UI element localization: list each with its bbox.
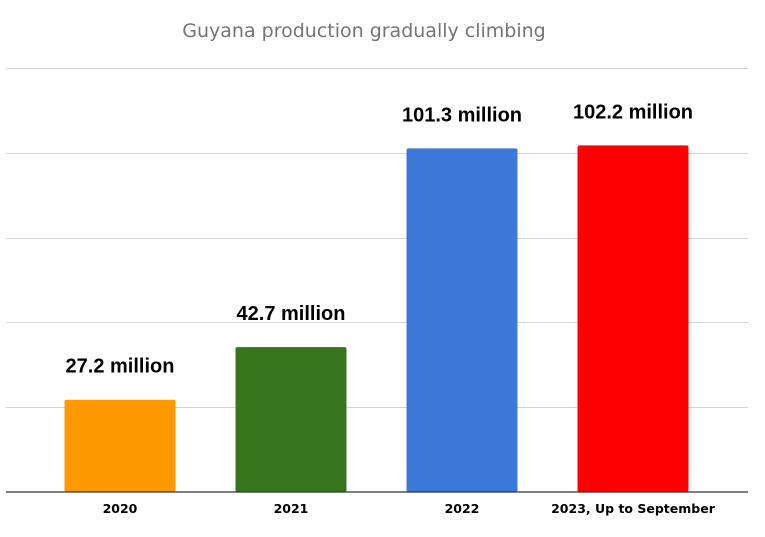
data-labels: 27.2 million 42.7 million 101.3 million 102… [66,101,694,377]
bar-2022 [406,148,518,493]
x-tick-label: 2023, Up to September [551,501,716,516]
x-axis-ticks: 2020 2021 2022 2023, Up to September [103,501,716,516]
x-tick-label: 2020 [103,501,138,516]
bar-2020 [64,399,176,492]
x-tick-label: 2022 [445,501,480,516]
chart-title: Guyana production gradually climbing [182,20,546,42]
data-label: 42.7 million [237,303,346,325]
bar-2021 [235,347,347,492]
x-tick-label: 2021 [274,501,309,516]
data-label: 101.3 million [402,104,522,126]
data-label: 27.2 million [66,356,175,378]
bars [64,145,689,493]
data-label: 102.2 million [573,101,693,123]
bar-2023 [577,145,689,493]
